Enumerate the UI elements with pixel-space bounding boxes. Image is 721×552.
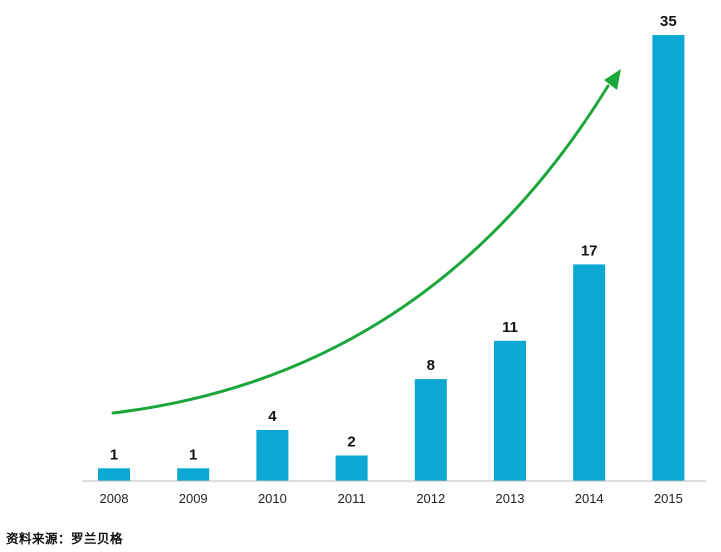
x-tick-label-2011: 2011 — [338, 491, 366, 506]
value-label-2010: 4 — [268, 408, 277, 425]
value-label-2012: 8 — [427, 357, 435, 374]
bar-2014 — [573, 264, 606, 481]
x-tick-label-2015: 2015 — [654, 491, 683, 506]
bars-layer — [98, 35, 685, 481]
bar-2015 — [652, 35, 685, 481]
source-note: 资料来源：罗兰贝格 — [6, 531, 124, 546]
value-label-2013: 11 — [502, 319, 518, 336]
x-tick-label-2010: 2010 — [258, 491, 287, 506]
x-tick-labels: 2008 2009 2010 2011 2012 2013 2014 2015 — [100, 491, 683, 506]
trend-arrow — [111, 69, 621, 415]
value-label-2014: 17 — [581, 242, 598, 259]
value-label-2015: 35 — [660, 13, 677, 30]
bar-2012 — [414, 379, 447, 481]
value-label-2011: 2 — [347, 434, 355, 451]
x-tick-label-2013: 2013 — [496, 491, 525, 506]
x-tick-label-2014: 2014 — [575, 491, 604, 506]
x-tick-label-2008: 2008 — [100, 491, 129, 506]
bar-2010 — [256, 430, 289, 481]
x-tick-label-2012: 2012 — [416, 491, 445, 506]
bar-2009 — [177, 468, 210, 481]
bar-2008 — [98, 468, 130, 481]
bar-2013 — [494, 340, 526, 481]
value-label-2009: 1 — [189, 446, 197, 463]
value-label-2008: 1 — [110, 446, 118, 463]
x-tick-label-2009: 2009 — [179, 491, 208, 506]
trend-arrow-curve — [111, 84, 610, 415]
trend-arrow-head — [604, 69, 621, 90]
bar-2011 — [335, 455, 368, 481]
